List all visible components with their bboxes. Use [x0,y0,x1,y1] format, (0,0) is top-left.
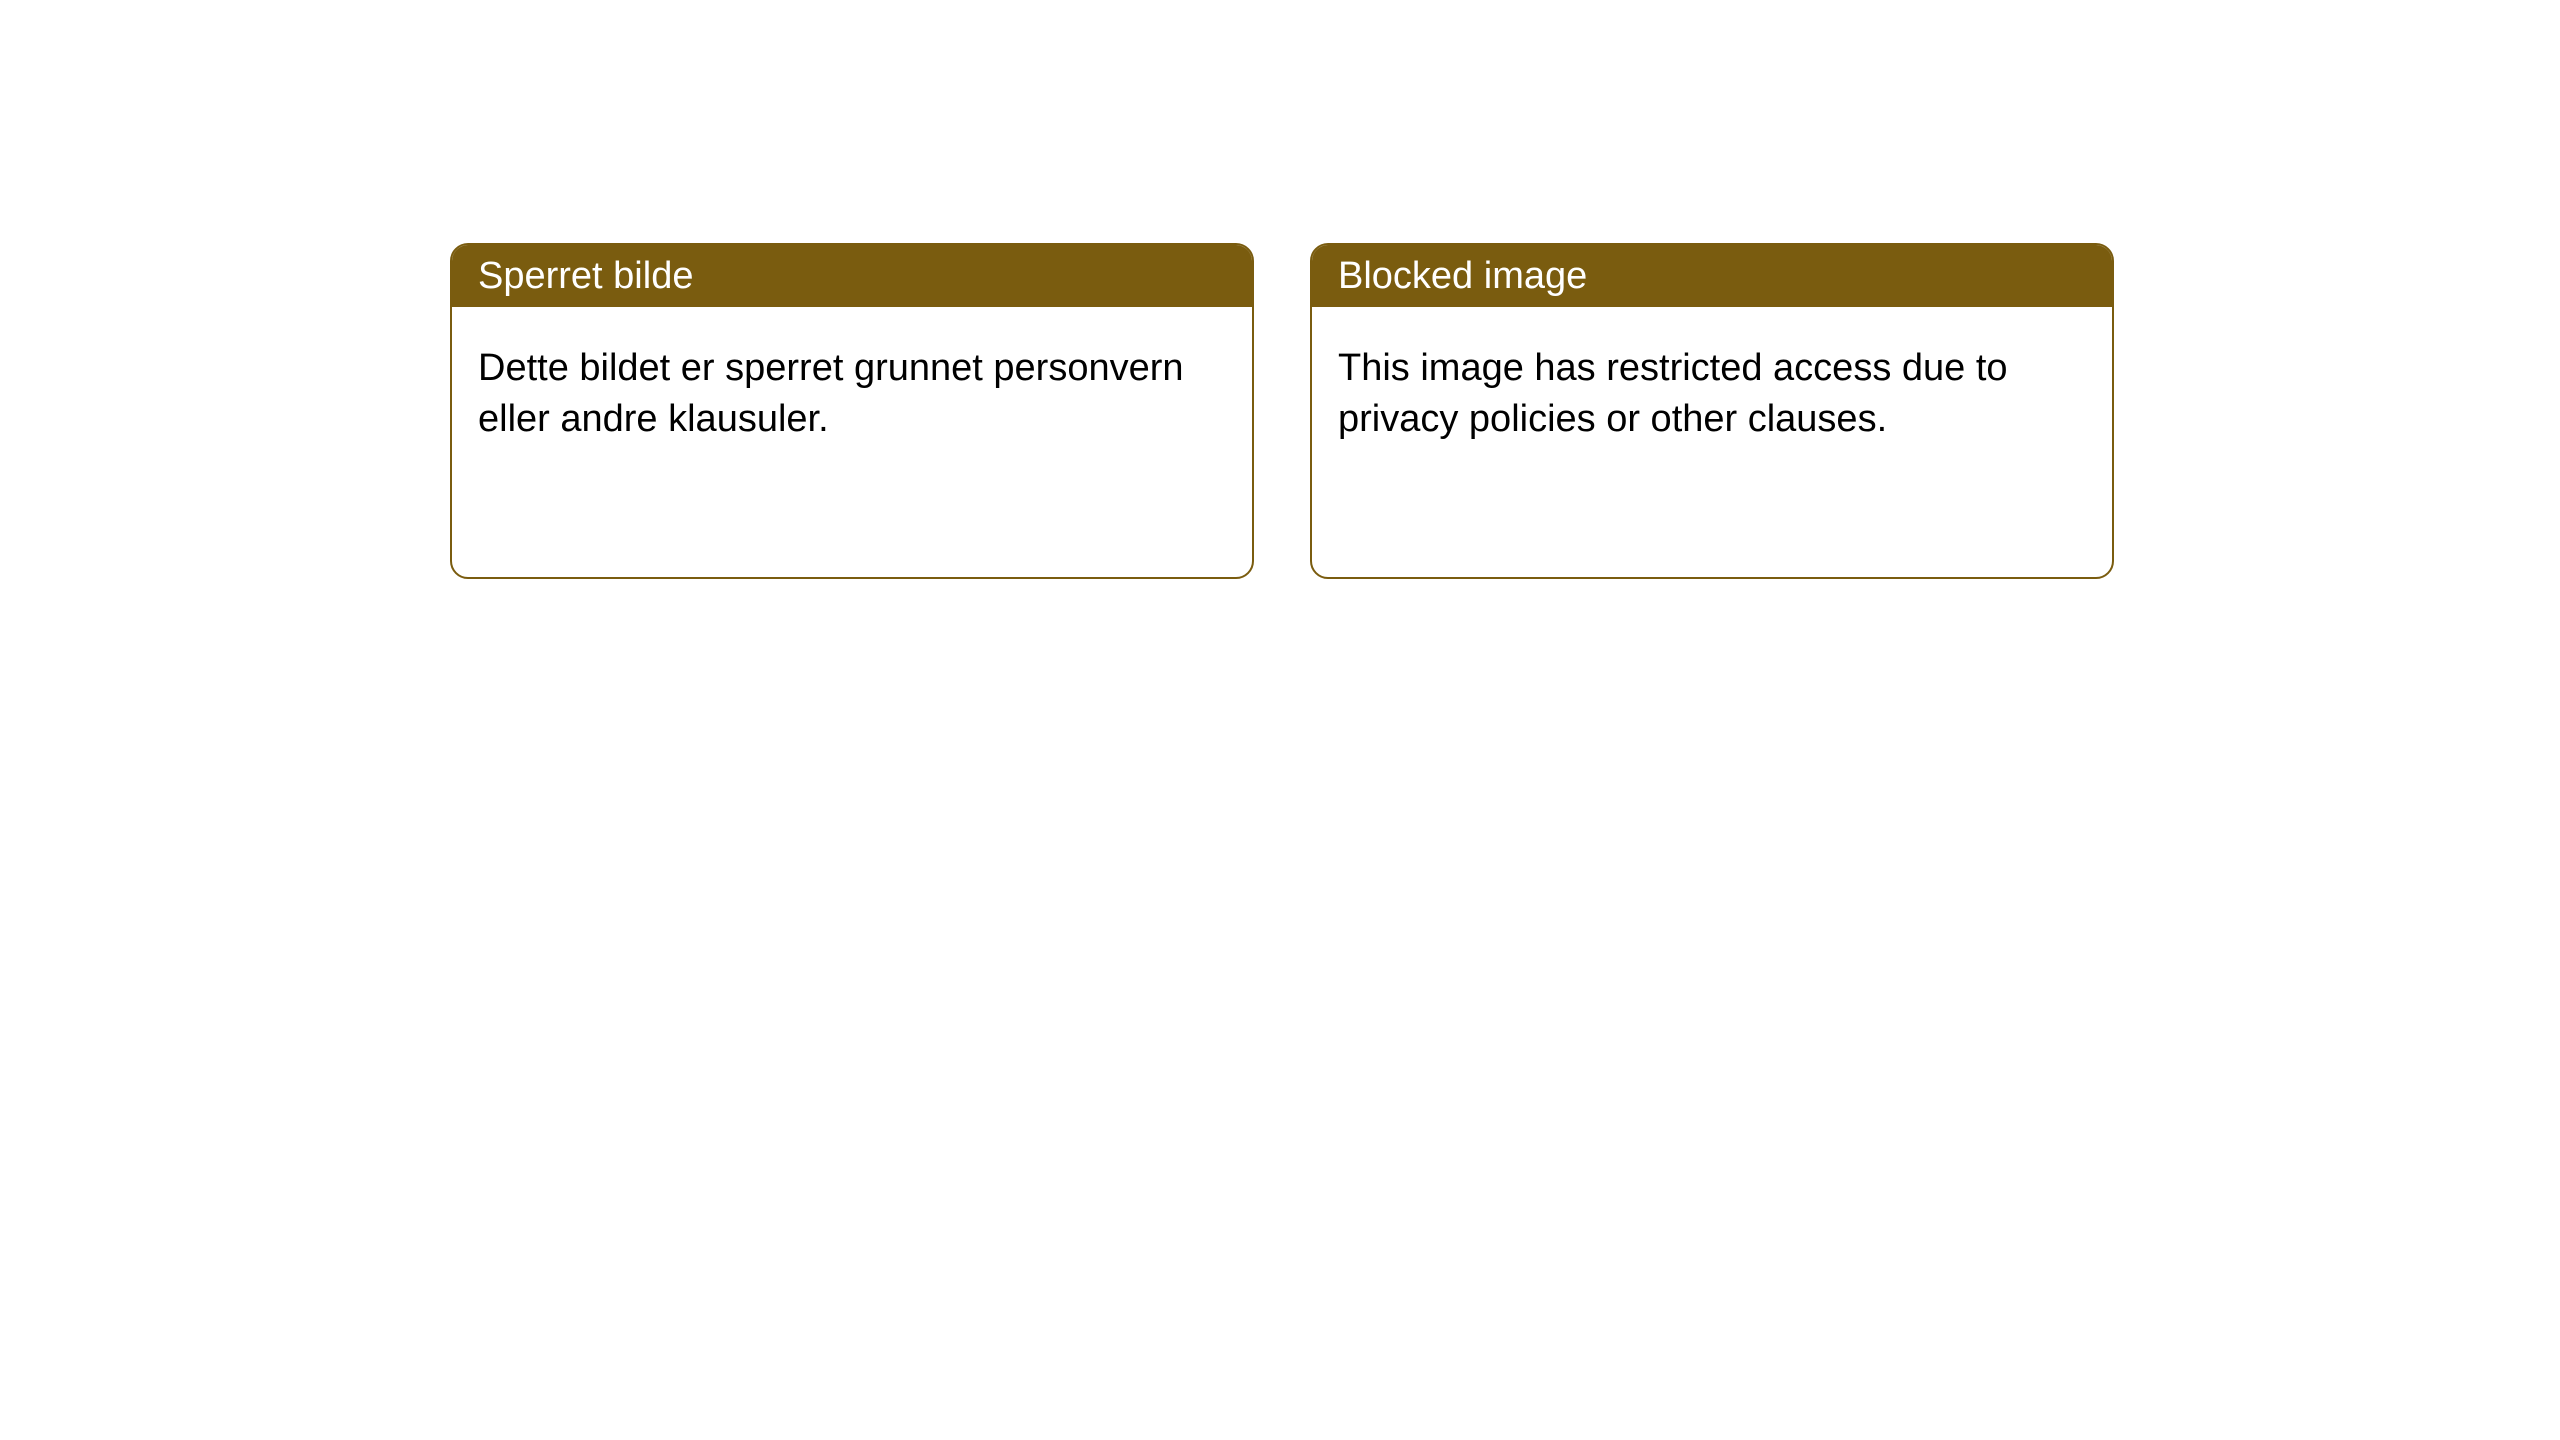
notice-container: Sperret bilde Dette bildet er sperret gr… [450,243,2114,579]
notice-card-norwegian: Sperret bilde Dette bildet er sperret gr… [450,243,1254,579]
notice-card-body: Dette bildet er sperret grunnet personve… [452,307,1252,482]
notice-body-text: Dette bildet er sperret grunnet personve… [478,347,1184,440]
notice-title-text: Sperret bilde [478,255,693,298]
notice-body-text: This image has restricted access due to … [1338,347,2008,440]
notice-card-title: Blocked image [1312,245,2112,307]
notice-card-body: This image has restricted access due to … [1312,307,2112,482]
notice-card-english: Blocked image This image has restricted … [1310,243,2114,579]
notice-card-title: Sperret bilde [452,245,1252,307]
notice-title-text: Blocked image [1338,255,1587,298]
